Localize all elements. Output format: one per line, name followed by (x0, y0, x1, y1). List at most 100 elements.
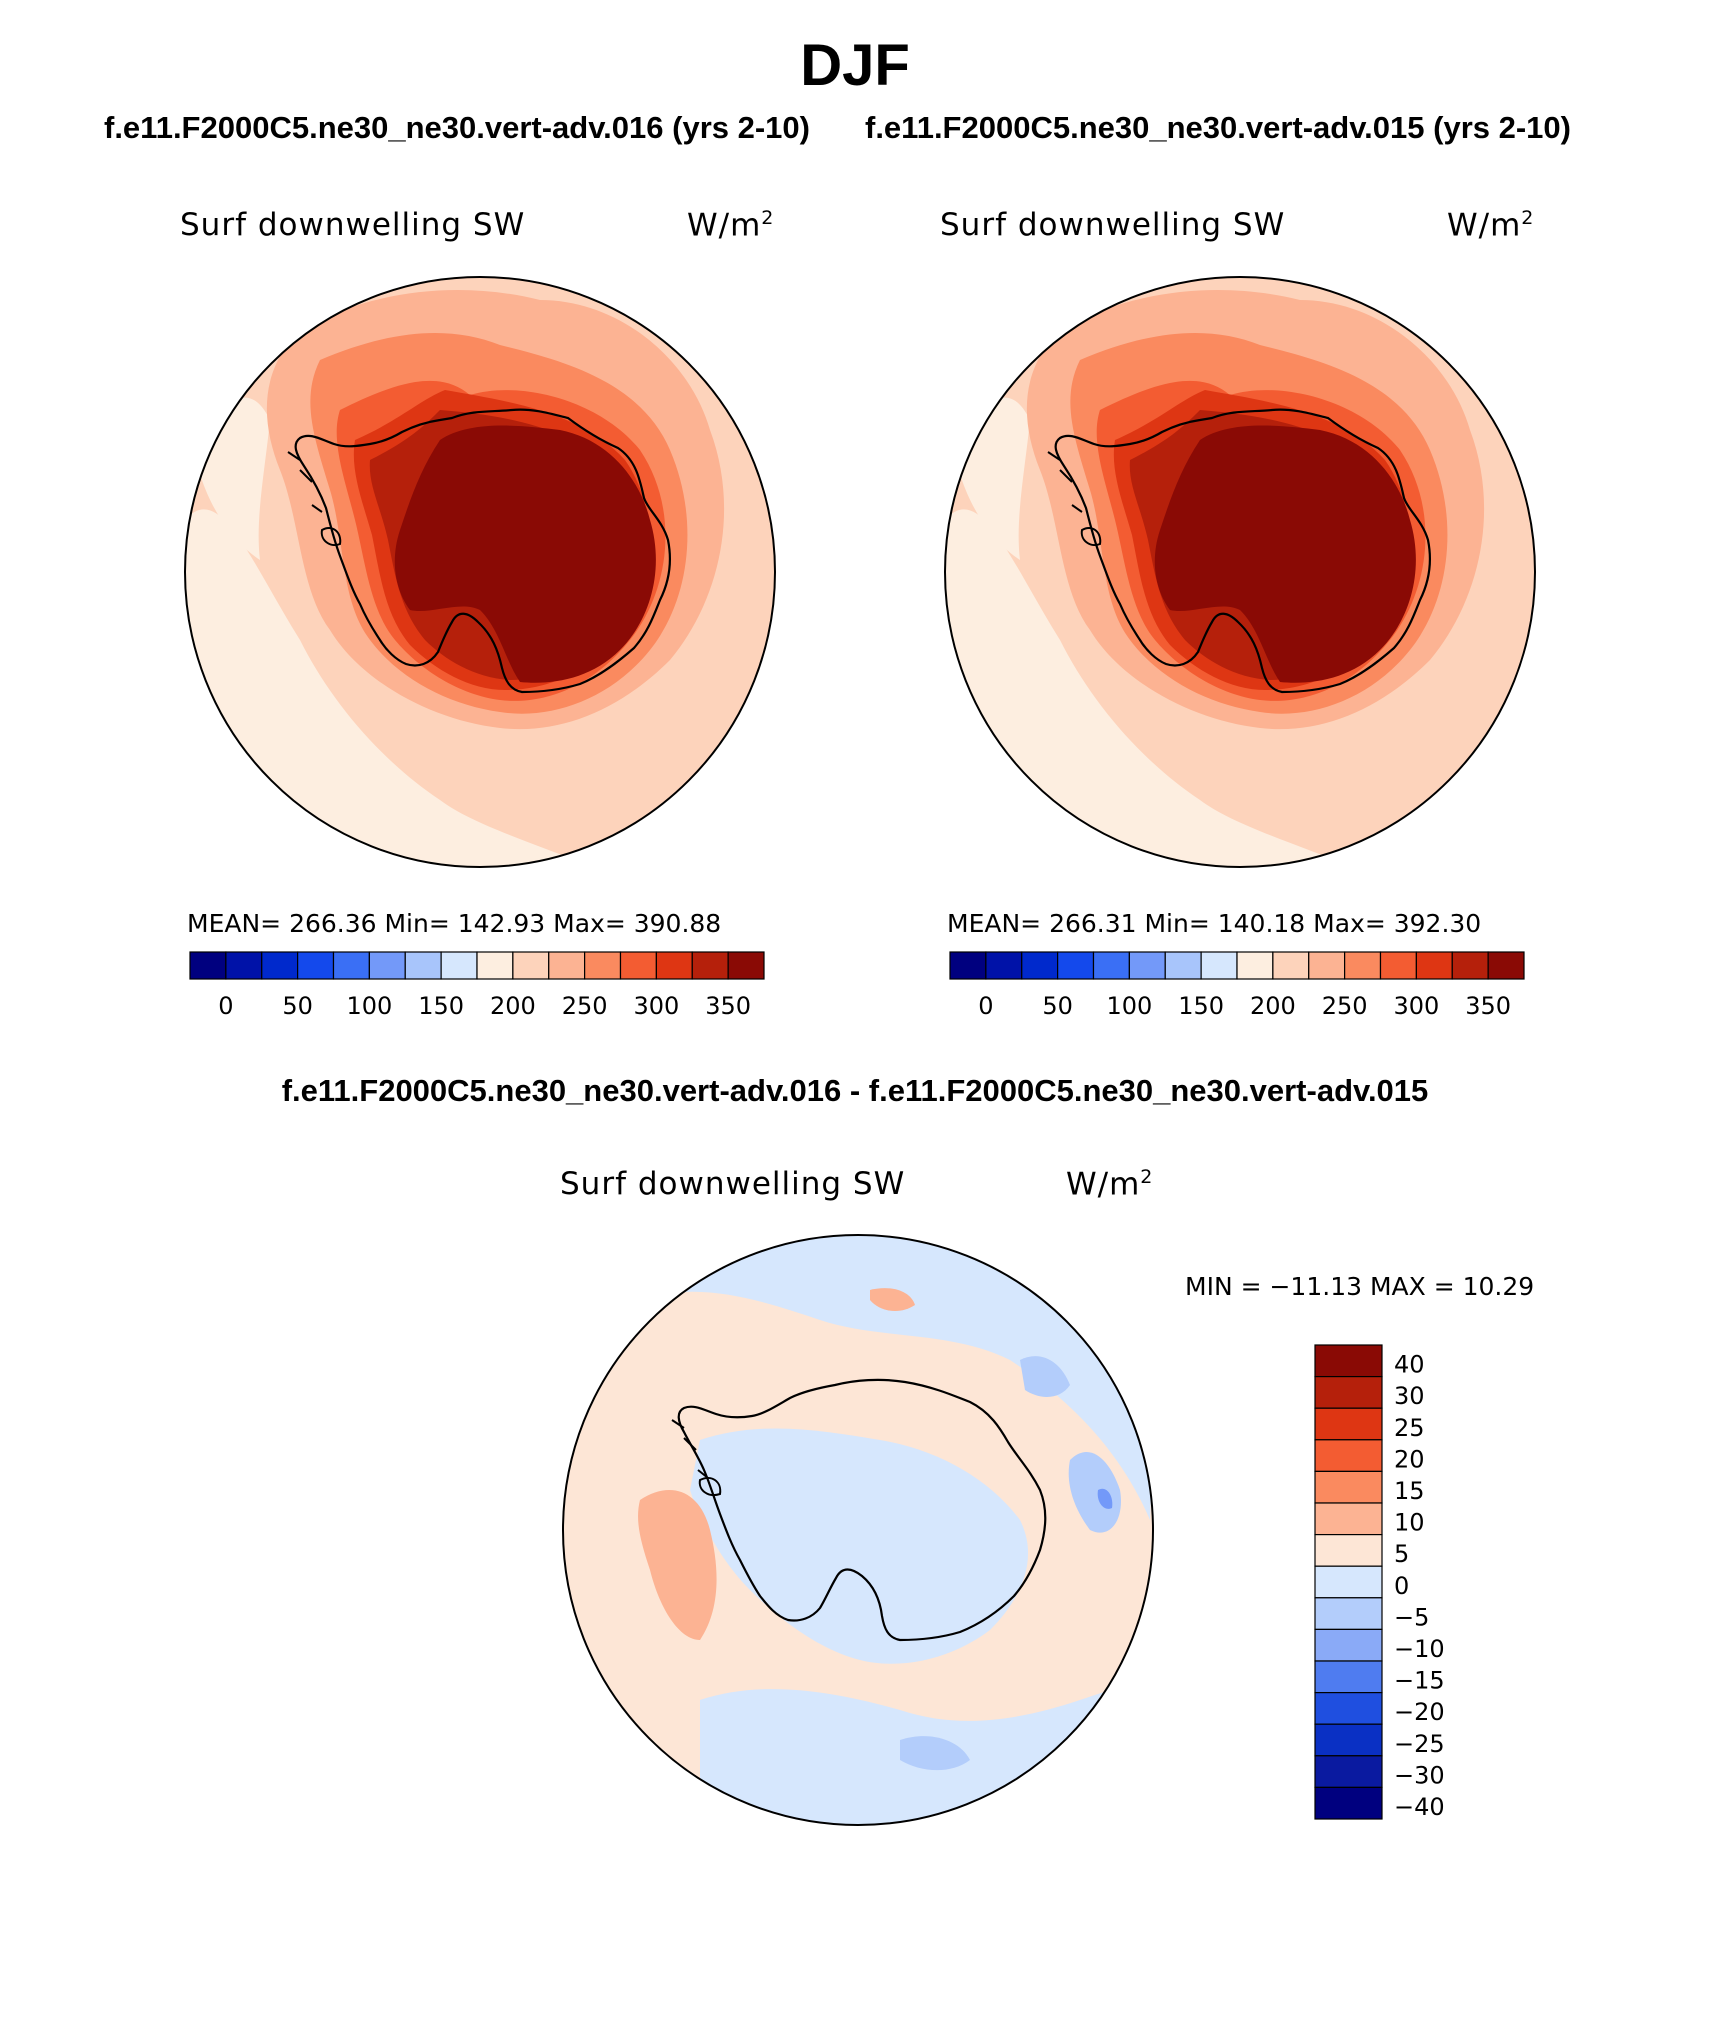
panel-left-variable: Surf downwelling SW (180, 207, 526, 243)
colorbar-box (1128, 951, 1166, 980)
field-band-minus15-to-minus10 (1097, 1488, 1113, 1509)
colorbar-box (1314, 1723, 1383, 1757)
field-band-minus5-to-0 (620, 1235, 1153, 1520)
colorbar-box (727, 951, 765, 980)
panel-diff-variable: Surf downwelling SW (560, 1166, 906, 1202)
colorbar-tick-label: 25 (1394, 1414, 1425, 1442)
map-diff (562, 1234, 1154, 1826)
units-text: W/m (687, 207, 762, 244)
colorbar-tick-label: −15 (1394, 1667, 1445, 1695)
map-boundary-circle (184, 276, 776, 868)
colorbar-tick-label: 15 (1394, 1477, 1425, 1505)
colorbar-box (297, 951, 335, 980)
colorbar-box (1021, 951, 1059, 980)
colorbar-box (1379, 951, 1417, 980)
colorbar-diff: 40 30 25 20 15 10 5 0 −5 −10 −15 −20 −25 −30 −40 (1314, 1344, 1445, 1821)
colorbar-box (619, 951, 657, 980)
colorbar-tick-label: −40 (1394, 1793, 1445, 1821)
colorbar-box (1314, 1691, 1383, 1725)
colorbar-box (1314, 1660, 1383, 1694)
units-superscript: 2 (1521, 207, 1535, 229)
colorbar-tick-label: 10 (1394, 1509, 1425, 1537)
colorbar-box (1057, 951, 1095, 980)
field-band-minus10-to-minus5 (1068, 1451, 1121, 1533)
field-band-minus10-to-minus5 (1020, 1356, 1070, 1397)
panel-right-stats: MEAN= 266.31 Min= 140.18 Max= 392.30 (947, 909, 1482, 938)
colorbar-tick-label: −25 (1394, 1730, 1445, 1758)
field-band-minus10-to-minus5 (900, 1736, 970, 1771)
colorbar-box (1314, 1439, 1383, 1473)
colorbar-box (1314, 1375, 1383, 1409)
colorbar-tick-label: 350 (705, 992, 751, 1020)
field-band-minus5-to-0 (690, 1428, 1029, 1664)
panel-diff-units: W/m2 (1066, 1166, 1153, 1202)
colorbar-tick-label: 200 (490, 992, 536, 1020)
colorbar-box (1314, 1786, 1383, 1820)
map-boundary-circle (562, 1234, 1154, 1826)
colorbar-box (1314, 1565, 1383, 1599)
field-band-180 (185, 509, 620, 867)
panel-left-units: W/m2 (687, 207, 774, 243)
colorbar-tick-label: 200 (1250, 992, 1296, 1020)
field-band-370 (1154, 425, 1416, 683)
colorbar-box (655, 951, 693, 980)
colorbar-box (1314, 1407, 1383, 1441)
colorbar-box (512, 951, 550, 980)
colorbar-tick-label: 20 (1394, 1445, 1425, 1473)
colorbar-box (1092, 951, 1130, 980)
colorbar-tick-label: 250 (562, 992, 608, 1020)
case-title-right: f.e11.F2000C5.ne30_ne30.vert-adv.015 (yr… (865, 110, 1571, 145)
colorbar-tick-label: 150 (418, 992, 464, 1020)
colorbar-tick-label: 150 (1178, 992, 1224, 1020)
coastline-peninsula-islands (1047, 451, 1083, 513)
colorbar-box (1451, 951, 1489, 980)
colorbar-tick-label: −5 (1394, 1603, 1429, 1631)
colorbar-tick-label: 250 (1322, 992, 1368, 1020)
colorbar-box (949, 951, 987, 980)
coastline-antarctica (294, 408, 671, 694)
panel-right-units: W/m2 (1447, 207, 1534, 243)
colorbar-tick-label: −20 (1394, 1698, 1445, 1726)
colorbar-box (1314, 1344, 1383, 1378)
diff-title: f.e11.F2000C5.ne30_ne30.vert-adv.016 - f… (281, 1073, 1429, 1108)
colorbar-tick-label: 300 (1393, 992, 1439, 1020)
map-boundary-circle (944, 276, 1536, 868)
colorbar-left: 0 50 100 150 200 250 300 350 (189, 951, 765, 1020)
colorbar-tick-label: 100 (1106, 992, 1152, 1020)
coastline-island (1080, 526, 1102, 546)
coastline-antarctica (1054, 408, 1431, 694)
colorbar-box (1314, 1597, 1383, 1631)
colorbar-tick-label: 350 (1465, 992, 1511, 1020)
colorbar-box (1200, 951, 1238, 980)
colorbar-tick-label: −30 (1394, 1761, 1445, 1789)
map-right (944, 276, 1536, 868)
figure-title: DJF (800, 33, 910, 98)
units-text: W/m (1066, 1166, 1141, 1203)
case-title-left: f.e11.F2000C5.ne30_ne30.vert-adv.016 (yr… (104, 110, 810, 145)
colorbar-box (584, 951, 622, 980)
colorbar-tick-label: 100 (346, 992, 392, 1020)
colorbar-right: 0 50 100 150 200 250 300 350 (949, 951, 1525, 1020)
colorbar-box (189, 951, 227, 980)
coastline-peninsula-islands (671, 1419, 709, 1479)
field-band-5-to-10 (638, 1490, 717, 1640)
colorbar-box (1272, 951, 1310, 980)
panel-right-variable: Surf downwelling SW (940, 207, 1286, 243)
colorbar-box (476, 951, 514, 980)
colorbar-box (1314, 1755, 1383, 1789)
colorbar-box (1314, 1502, 1383, 1536)
colorbar-tick-label: 40 (1394, 1351, 1425, 1379)
colorbar-tick-label: 50 (1042, 992, 1073, 1020)
colorbar-box (1236, 951, 1274, 980)
coastline-peninsula-islands (287, 451, 323, 513)
coastline-island (320, 526, 342, 546)
colorbar-box (1415, 951, 1453, 980)
colorbar-tick-label: 300 (633, 992, 679, 1020)
colorbar-box (1308, 951, 1346, 980)
colorbar-box (440, 951, 478, 980)
colorbar-tick-label: 30 (1394, 1382, 1425, 1410)
colorbar-tick-label: 50 (282, 992, 313, 1020)
colorbar-box (1344, 951, 1382, 980)
coastline-antarctica (677, 1378, 1047, 1642)
